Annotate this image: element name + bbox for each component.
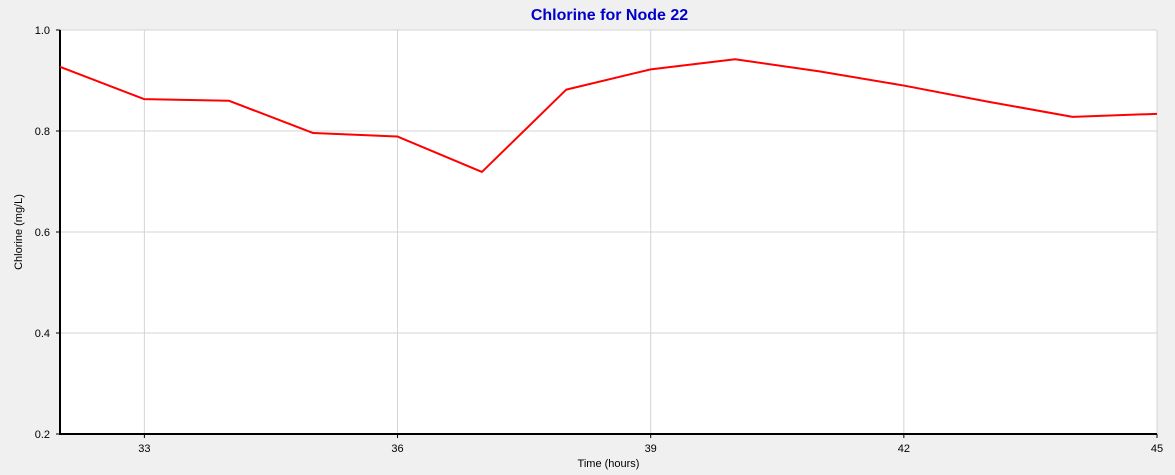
y-tick-label: 1.0 <box>35 25 50 37</box>
y-axis-label: Chlorine (mg/L) <box>13 194 25 270</box>
y-tick-label: 0.6 <box>35 227 50 239</box>
series-layer <box>59 58 1158 173</box>
x-tick-label: 42 <box>898 443 910 455</box>
x-tick-label: 33 <box>138 443 150 455</box>
x-tick-label: 36 <box>391 443 403 455</box>
tick-labels: 33 36 39 42 45 0.2 0.4 0.6 0.8 1.0 <box>35 25 1163 455</box>
x-tick-label: 39 <box>645 443 657 455</box>
x-tick-label: 45 <box>1151 443 1163 455</box>
y-tick-label: 0.8 <box>35 126 50 138</box>
x-axis-label: Time (hours) <box>578 458 640 470</box>
chart-title: Chlorine for Node 22 <box>531 7 688 24</box>
y-tick-label: 0.4 <box>35 328 50 340</box>
series-line <box>59 58 1158 173</box>
y-tick-label: 0.2 <box>35 429 50 441</box>
